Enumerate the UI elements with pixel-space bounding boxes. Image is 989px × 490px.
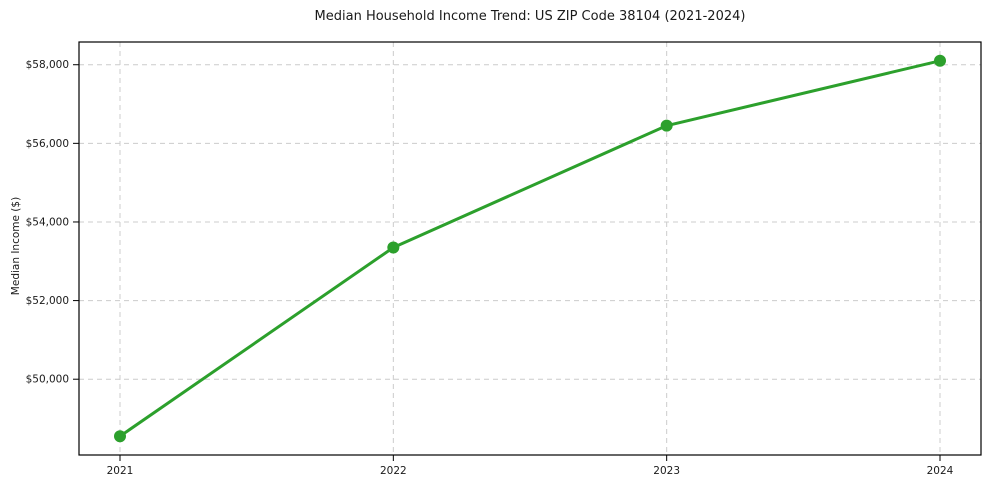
x-tick-label: 2021: [107, 465, 134, 477]
plot-border: [78, 41, 982, 456]
y-tick-label: $50,000: [26, 374, 69, 386]
chart-title: Median Household Income Trend: US ZIP Co…: [314, 9, 746, 24]
y-tick-label: $52,000: [26, 295, 69, 307]
y-tick-label: $58,000: [26, 59, 69, 71]
trend-line: [118, 59, 942, 438]
y-tick-label: $56,000: [26, 138, 69, 150]
y-tick-label: $54,000: [26, 216, 69, 228]
data-point: [387, 241, 400, 254]
data-point: [114, 430, 126, 443]
x-tick-label: 2024: [927, 465, 954, 477]
data-point: [934, 54, 946, 67]
x-tick-label: 2023: [653, 465, 680, 477]
data-point: [660, 119, 673, 132]
x-tick-label: 2022: [380, 465, 407, 477]
